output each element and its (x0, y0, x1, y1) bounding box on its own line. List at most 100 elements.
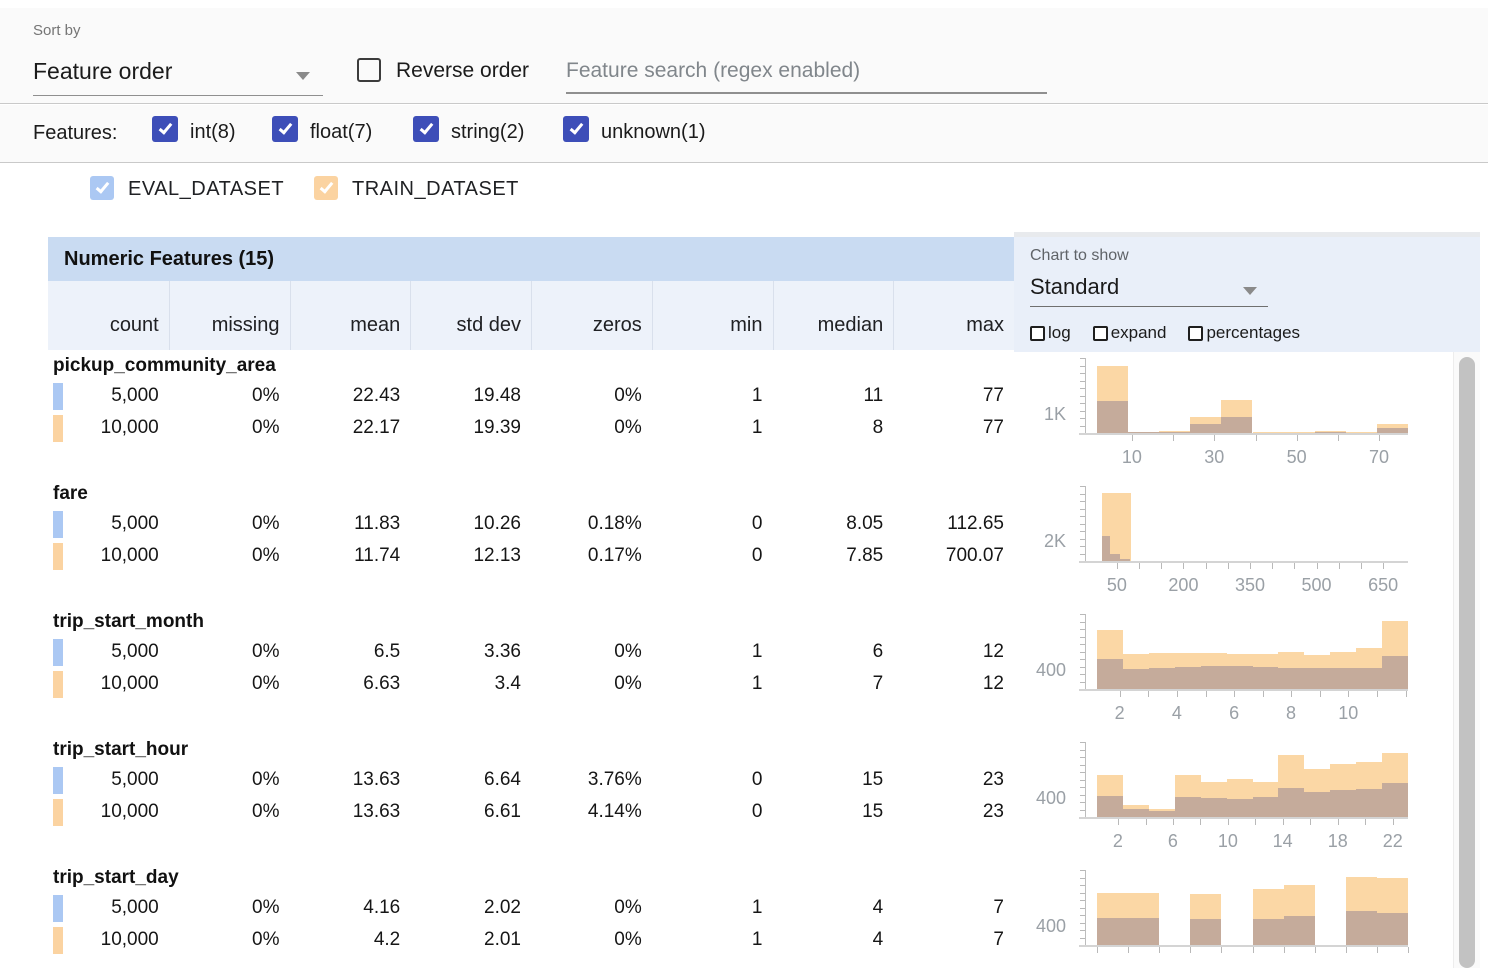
overlap-bar (1382, 656, 1408, 689)
cell-std-dev: 3.4 (494, 673, 521, 694)
y-axis-tick (1080, 365, 1085, 367)
toolbar: Sort by Feature order Reverse order Feat… (0, 8, 1488, 104)
overlap-bar (1252, 796, 1279, 817)
x-axis-tick (1296, 435, 1298, 441)
train-bar (1283, 432, 1315, 433)
log-checkbox[interactable] (1030, 325, 1045, 341)
overlap-bar (1200, 666, 1227, 689)
x-axis-tick (1255, 435, 1257, 441)
filter-checkbox-float-7[interactable] (272, 116, 298, 142)
dataset-swatch-train-dataset (53, 799, 63, 826)
reverse-order-checkbox[interactable] (357, 58, 381, 82)
percentages-checkbox[interactable] (1188, 325, 1204, 341)
y-axis-tick (1080, 629, 1085, 630)
y-axis-tick (1080, 395, 1085, 397)
cell-mean: 6.63 (363, 673, 401, 694)
y-axis-tick (1080, 802, 1085, 803)
x-axis-tick-label: 200 (1168, 575, 1199, 595)
x-axis-tick-label: 6 (1229, 703, 1240, 723)
x-axis-tick (1119, 691, 1121, 697)
x-axis-tick (1131, 435, 1133, 441)
cell-std-dev: 19.39 (473, 417, 521, 438)
y-axis-tick (1080, 486, 1085, 487)
filter-checkbox-int-8[interactable] (152, 116, 178, 142)
x-axis-tick (1183, 563, 1185, 569)
x-axis-tick-label: 10 (1217, 831, 1238, 851)
cell-max: 12 (982, 641, 1004, 662)
dataset-checkbox-eval-dataset[interactable] (90, 176, 114, 200)
y-axis (1085, 870, 1086, 945)
chart-option-log[interactable]: log (1030, 323, 1071, 343)
cell-max: 77 (982, 417, 1004, 438)
cell-mean: 4.16 (363, 897, 401, 918)
y-axis-tick (1080, 681, 1085, 683)
cell-mean: 4.2 (373, 929, 401, 950)
y-axis-tick (1080, 877, 1085, 879)
cell-missing: 0% (252, 545, 280, 566)
cell-zeros: 0% (614, 641, 642, 662)
overlap-bar (1148, 667, 1175, 689)
x-axis-tick (1200, 819, 1202, 825)
cell-std-dev: 6.64 (484, 769, 521, 790)
cell-std-dev: 12.13 (473, 545, 521, 566)
cell-zeros: 0% (614, 929, 642, 950)
overlap-bar (1314, 431, 1346, 433)
feature-search-input[interactable]: Feature search (regex enabled) (566, 52, 1047, 94)
x-axis (1079, 945, 1408, 947)
y-axis-tick (1080, 764, 1085, 766)
vertical-scrollbar-thumb[interactable] (1459, 357, 1475, 968)
check-icon (158, 119, 172, 135)
feature-name-trip-start-month: trip_start_month (53, 611, 204, 632)
filter-label-int-8: int(8) (190, 121, 236, 143)
cell-zeros: 0% (614, 417, 642, 438)
check-icon (278, 119, 292, 135)
x-axis-tick (1316, 563, 1318, 569)
vertical-scrollbar-track[interactable] (1453, 352, 1480, 968)
filter-checkbox-unknown-1[interactable] (563, 116, 589, 142)
cell-min: 0 (751, 513, 763, 534)
table-row: 5,000 0% 13.63 6.64 3.76% 0 15 23 (48, 765, 1014, 795)
column-header-max: max (893, 281, 1014, 350)
x-axis-tick (1173, 435, 1175, 441)
chart-option-percentages[interactable]: percentages (1188, 323, 1300, 343)
x-axis-tick (1128, 947, 1130, 953)
y-axis-tick (1080, 508, 1085, 510)
x-axis-tick (1294, 563, 1296, 569)
cell-missing: 0% (252, 929, 280, 950)
overlap-bar (1356, 667, 1383, 689)
y-axis-label: 400 (1035, 788, 1066, 809)
x-axis-tick-label: 2 (1112, 831, 1123, 851)
x-axis-tick (1262, 691, 1264, 697)
overlap-bar (1122, 808, 1149, 817)
y-axis-tick (1080, 749, 1085, 751)
dataset-swatch-train-dataset (53, 543, 63, 570)
chart-option-expand[interactable]: expand (1092, 323, 1166, 343)
cell-missing: 0% (252, 897, 280, 918)
y-axis-tick (1080, 614, 1085, 615)
cell-count: 10,000 (100, 417, 159, 438)
filter-checkbox-string-2[interactable] (413, 116, 439, 142)
dataset-checkbox-train-dataset[interactable] (314, 176, 338, 200)
cell-zeros: 0% (614, 673, 642, 694)
column-header-std-dev: std dev (410, 281, 531, 350)
x-axis-tick (1097, 947, 1098, 953)
percentages-label: percentages (1206, 323, 1301, 342)
x-axis-tick (1117, 819, 1119, 825)
x-axis-tick (1145, 819, 1147, 825)
cell-count: 5,000 (111, 897, 159, 918)
chart-type-select[interactable]: Standard (1030, 271, 1268, 309)
dataset-swatch-eval-dataset (53, 767, 63, 794)
sort-by-select[interactable]: Feature order (33, 50, 323, 96)
cell-median: 4 (872, 897, 884, 918)
cell-missing: 0% (252, 641, 280, 662)
x-axis-tick (1272, 563, 1274, 569)
y-axis-tick (1080, 900, 1085, 901)
overlap-bar (1110, 554, 1121, 561)
y-axis-tick (1080, 636, 1085, 638)
expand-checkbox[interactable] (1092, 325, 1108, 341)
x-axis-tick (1282, 819, 1284, 825)
cell-mean: 11.83 (354, 513, 401, 534)
y-axis-tick (1080, 907, 1085, 909)
cell-zeros: 3.76% (587, 769, 642, 790)
x-axis-tick (1283, 947, 1285, 953)
